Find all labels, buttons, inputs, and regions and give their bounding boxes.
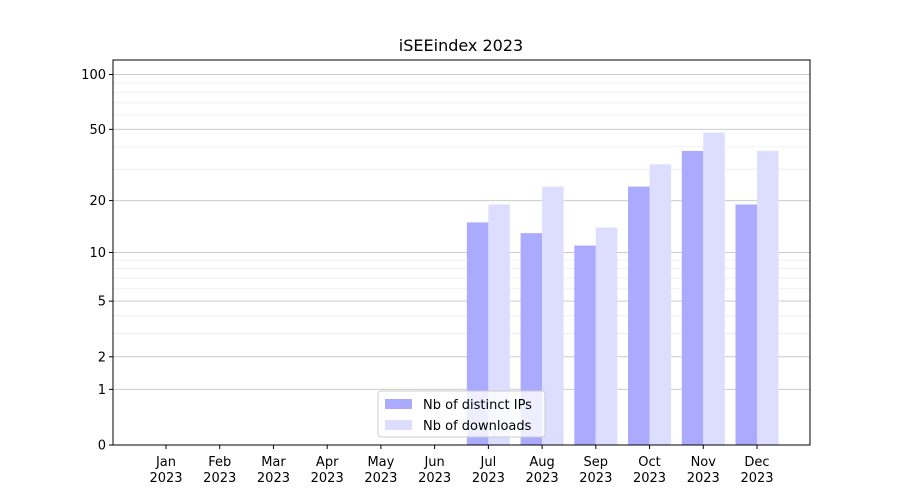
bar-downloads: [703, 132, 725, 446]
legend-label: Nb of downloads: [423, 419, 532, 434]
legend: Nb of distinct IPs Nb of downloads: [377, 390, 546, 438]
y-tick-label: 5: [98, 295, 106, 310]
y-tick-label: 50: [89, 123, 106, 138]
x-tick-label: Apr 2023: [311, 455, 344, 486]
y-tick-label: 20: [89, 194, 106, 209]
y-tick-label: 2: [98, 350, 106, 365]
legend-swatch: [385, 420, 412, 430]
x-tick-label: Dec 2023: [740, 455, 773, 486]
bar-distinct-ips: [681, 150, 704, 445]
bar-distinct-ips: [628, 186, 650, 445]
x-tick-label: Oct 2023: [633, 455, 666, 486]
y-axis-ticks: 0 1 2 5 10 20 50 100: [81, 68, 113, 454]
bar-downloads: [542, 186, 564, 445]
x-tick-label: Jan 2023: [149, 455, 182, 486]
y-tick-label: 0: [98, 439, 106, 454]
bar-downloads: [757, 150, 779, 445]
x-tick-label: Feb 2023: [203, 455, 236, 486]
legend-swatch: [385, 399, 412, 409]
y-tick-label: 100: [81, 68, 106, 83]
bar-downloads: [595, 227, 618, 445]
bar-distinct-ips: [574, 245, 596, 445]
x-tick-label: Jul 2023: [472, 455, 505, 486]
x-tick-label: Aug 2023: [526, 455, 559, 486]
x-axis-ticks: Jan 2023 Feb 2023 Mar 2023 Apr 2023 May 2023 Jun 20…: [149, 445, 774, 486]
x-tick-label: Mar 2023: [257, 455, 290, 486]
x-tick-label: Jun 2023: [418, 455, 451, 486]
y-tick-label: 1: [98, 383, 106, 398]
y-tick-label: 10: [89, 246, 106, 261]
bar-distinct-ips: [735, 204, 757, 445]
chart-title: iSEEindex 2023: [399, 36, 523, 55]
x-tick-label: Sep 2023: [579, 455, 612, 486]
bar-downloads: [649, 164, 672, 445]
x-tick-label: May 2023: [364, 455, 397, 486]
bar-distinct-ips: [466, 222, 489, 445]
x-tick-label: Nov 2023: [687, 455, 720, 486]
legend-label: Nb of distinct IPs: [423, 398, 532, 413]
legend-box: [377, 390, 546, 438]
bar-downloads: [488, 204, 510, 445]
